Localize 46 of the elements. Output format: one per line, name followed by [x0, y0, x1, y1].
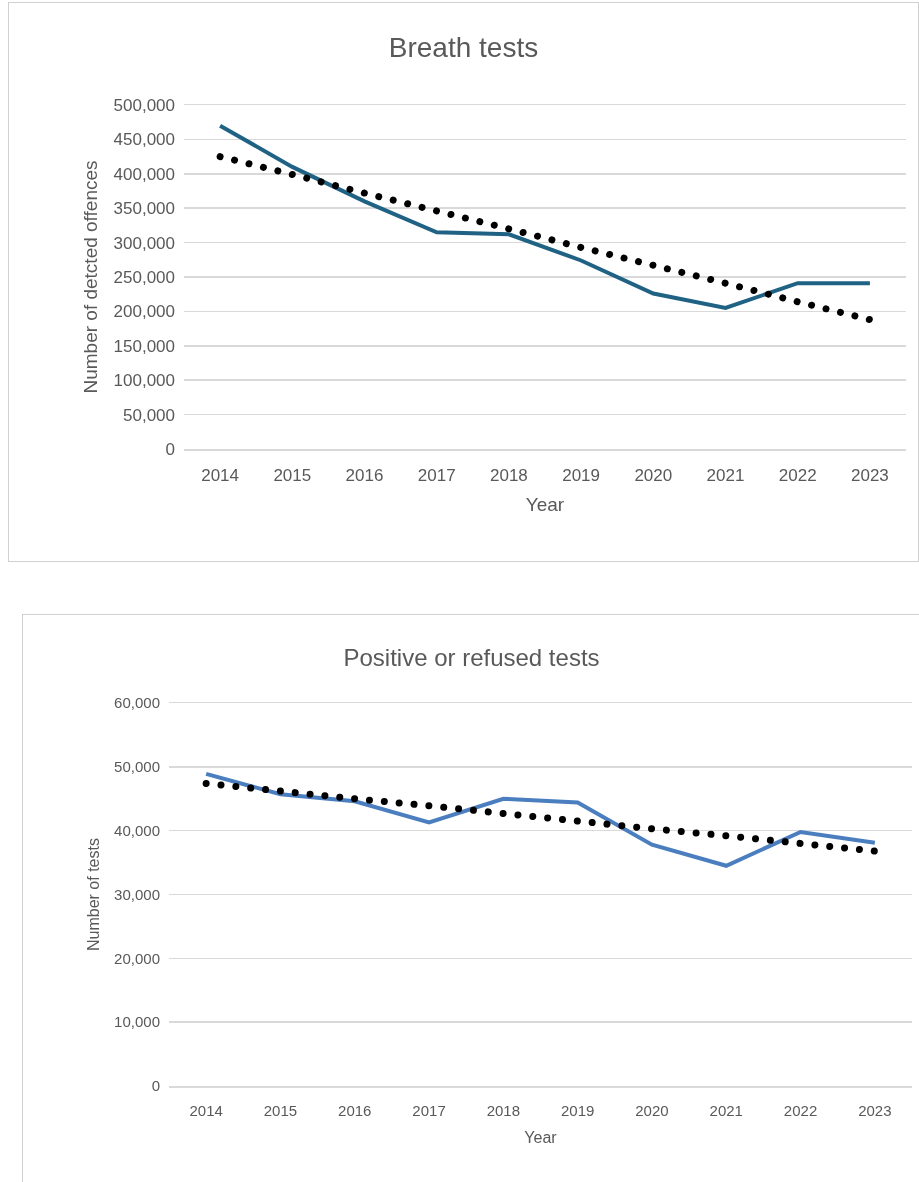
line-series: [204, 771, 877, 868]
y-tick-label: 30,000: [114, 885, 160, 903]
x-tick-label: 2015: [263, 1101, 298, 1119]
y-tick-label: 200,000: [113, 302, 175, 322]
y-tick-label: 10,000: [114, 1013, 160, 1031]
y-tick-label: 450,000: [113, 130, 175, 150]
y-axis-title: Number of detcted offences: [80, 160, 102, 394]
x-tick-label: 2021: [709, 1101, 743, 1119]
y-tick-label: 40,000: [114, 821, 160, 839]
y-tick-label: 50,000: [114, 758, 160, 776]
x-tick-label: 2023: [850, 465, 889, 485]
y-tick-label: 350,000: [113, 199, 175, 219]
x-tick-label: 2023: [858, 1101, 892, 1119]
x-tick-label: 2022: [783, 1101, 818, 1119]
y-tick-label: 250,000: [113, 267, 175, 287]
x-axis-title: Year: [525, 494, 565, 516]
x-tick-label: 2020: [635, 1101, 669, 1119]
y-tick-label: 400,000: [113, 164, 175, 184]
x-tick-label: 2015: [273, 465, 312, 485]
x-tick-label: 2018: [486, 1101, 521, 1119]
x-tick-label: 2019: [562, 465, 601, 485]
y-tick-label: 50,000: [123, 405, 175, 425]
x-axis-title: Year: [524, 1128, 558, 1146]
x-tick-label: 2014: [201, 465, 240, 485]
x-tick-label: 2019: [560, 1101, 595, 1119]
y-tick-label: 0: [165, 439, 175, 459]
y-axis-title: Number of tests: [85, 838, 103, 951]
y-tick-label: 300,000: [113, 233, 175, 253]
x-tick-label: 2016: [345, 465, 384, 485]
x-tick-label: 2018: [489, 465, 528, 485]
y-tick-label: 60,000: [114, 694, 160, 712]
x-tick-label: 2022: [778, 465, 817, 485]
y-tick-label: 500,000: [113, 95, 175, 115]
y-tick-label: 20,000: [114, 949, 160, 967]
y-tick-label: 0: [151, 1077, 160, 1095]
x-tick-label: 2020: [634, 465, 673, 485]
x-tick-label: 2017: [412, 1101, 446, 1119]
x-tick-label: 2016: [338, 1101, 372, 1119]
x-tick-label: 2014: [189, 1101, 223, 1119]
chart-title: Breath tests: [388, 31, 539, 63]
x-tick-label: 2021: [706, 465, 745, 485]
line-series: [218, 123, 872, 310]
x-tick-label: 2017: [417, 465, 456, 485]
y-tick-label: 100,000: [113, 371, 175, 391]
chart-title: Positive or refused tests: [343, 643, 600, 671]
y-tick-label: 150,000: [113, 336, 175, 356]
